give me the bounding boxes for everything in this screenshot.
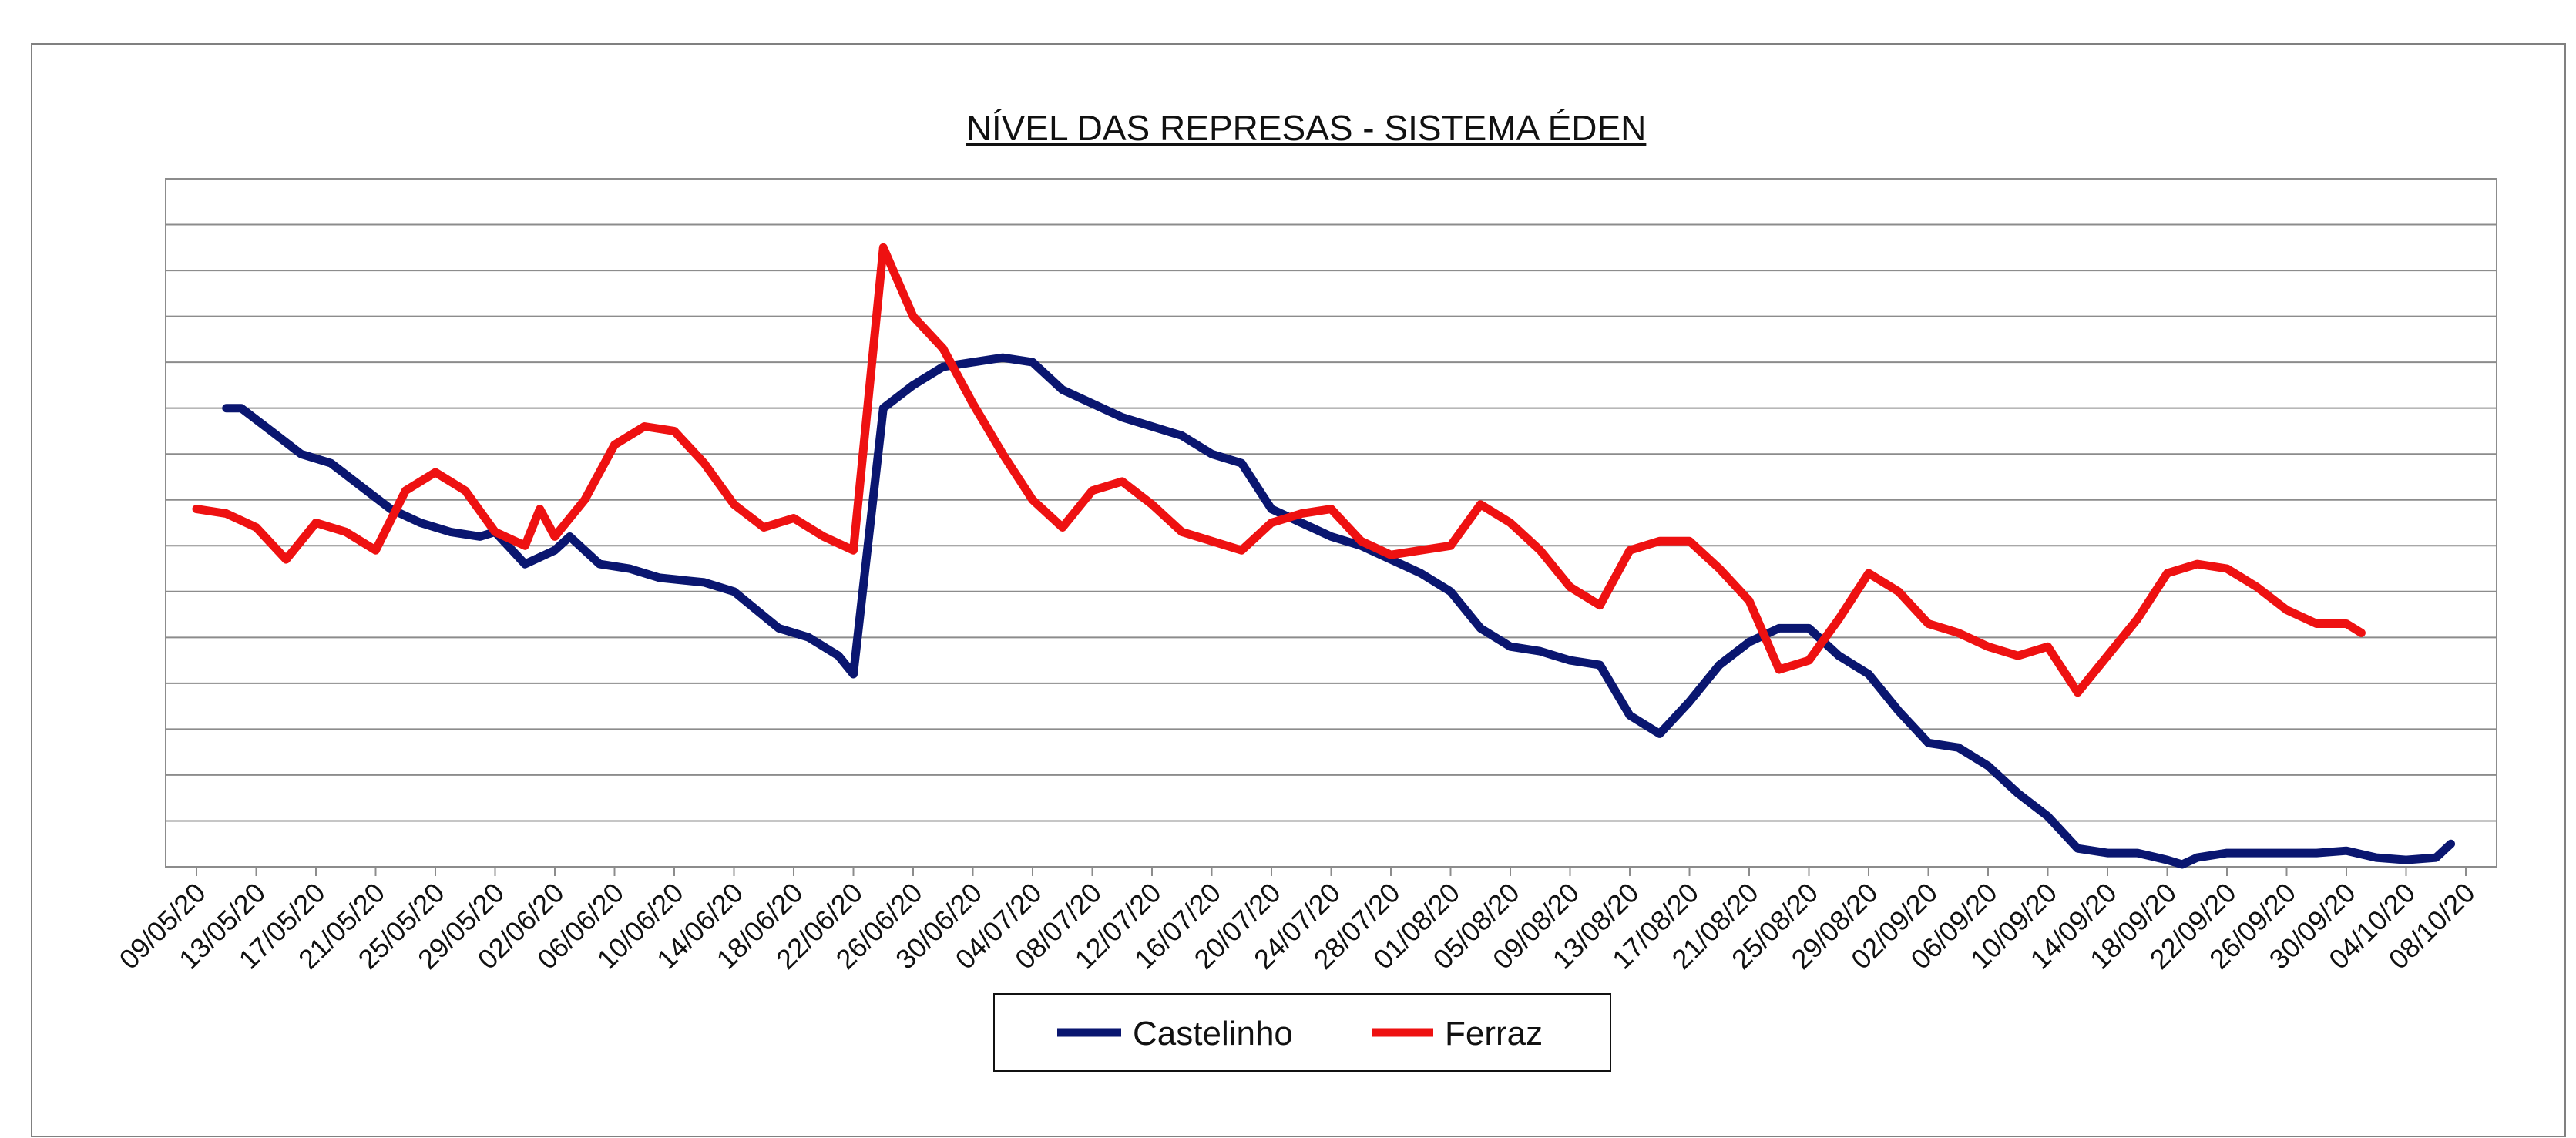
chart-legend: Castelinho Ferraz [993, 993, 1611, 1072]
plot-area-border [165, 178, 2497, 868]
gridlines [166, 223, 2497, 822]
legend-label-ferraz: Ferraz [1445, 1015, 1543, 1052]
series-lines [192, 243, 2456, 869]
series-line-castelinho [222, 353, 2456, 869]
x-axis-tick-labels: 09/05/2013/05/2017/05/2021/05/2025/05/20… [113, 867, 2481, 975]
chart-title: NÍVEL DAS REPRESAS - SISTEMA ÉDEN [966, 108, 1647, 148]
legend-label-castelinho: Castelinho [1133, 1015, 1293, 1052]
chart-frame [31, 43, 2566, 1137]
legend-box [993, 993, 1611, 1072]
series-line-ferraz [192, 243, 2366, 697]
